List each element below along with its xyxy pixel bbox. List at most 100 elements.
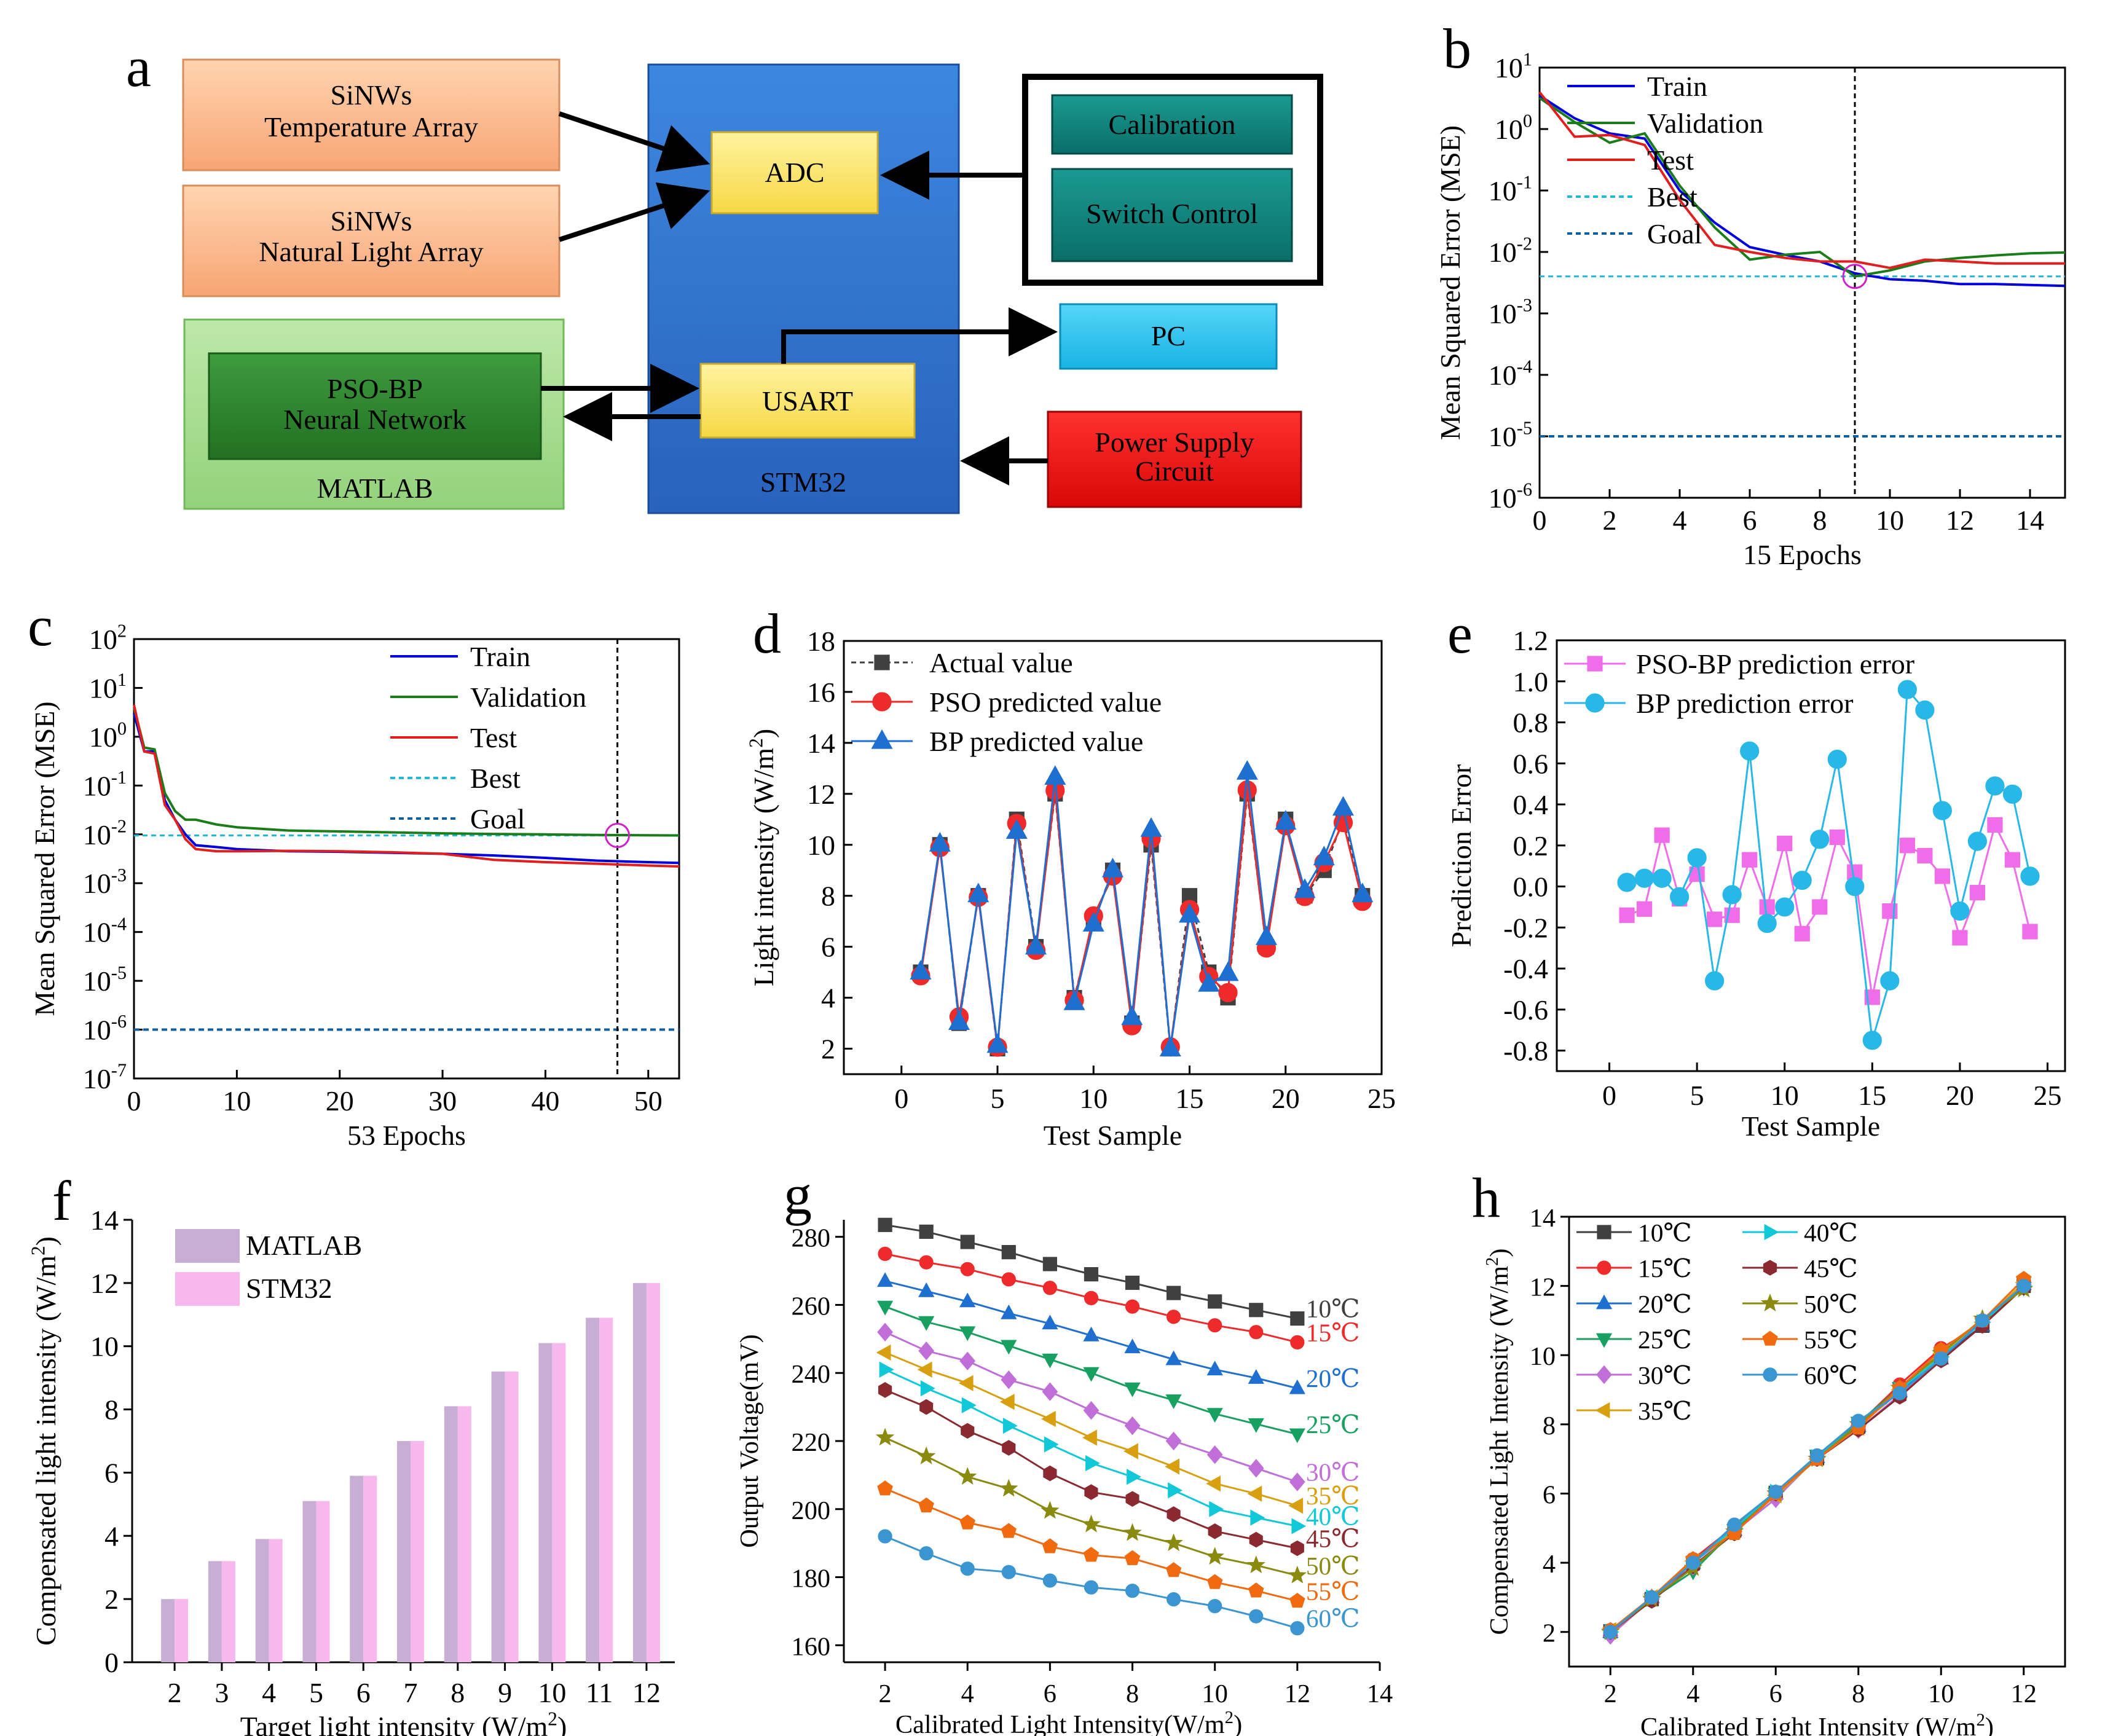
sinws-natural-light-array-block <box>182 184 561 297</box>
calibration-switch-group <box>1022 74 1323 286</box>
data-point <box>1289 1379 1305 1394</box>
legend-marker <box>1595 1294 1613 1310</box>
x-tick-label: 25 <box>2033 1080 2061 1111</box>
y-tick-label: 10-1 <box>1489 172 1532 206</box>
x-tick-label: 10 <box>1876 505 1904 536</box>
data-point <box>1248 1582 1264 1598</box>
bar-stm32 <box>269 1539 283 1662</box>
x-tick-label: 5 <box>1690 1080 1704 1111</box>
bar-stm32 <box>316 1501 330 1662</box>
data-point <box>1289 1592 1305 1608</box>
data-point <box>1044 765 1066 785</box>
data-point <box>1248 1418 1264 1433</box>
data-point <box>1082 1429 1097 1446</box>
bar-stm32 <box>457 1406 471 1662</box>
data-point <box>2002 784 2023 804</box>
y-axis-label: Light intensity (W/m2) <box>746 729 779 986</box>
data-point <box>1275 810 1297 830</box>
panel-letter-e: e <box>1447 602 1473 665</box>
x-tick-label: 7 <box>404 1677 418 1708</box>
x-tick-label: 20 <box>326 1085 354 1117</box>
legend-label: BP predicted value <box>929 726 1143 757</box>
data-point <box>1002 1440 1016 1456</box>
panel-letter-a: a <box>126 36 151 98</box>
y-axis-label: Compensated light intensity (W/m2) <box>28 1236 61 1646</box>
bar-stm32 <box>175 1599 189 1662</box>
data-point <box>1125 1275 1140 1290</box>
data-point <box>1777 835 1793 852</box>
legend-label: 15℃ <box>1638 1254 1692 1282</box>
x-tick-label: 14 <box>1367 1679 1393 1708</box>
data-point <box>1167 1286 1181 1300</box>
data-point <box>1290 1335 1305 1349</box>
panel-letter-g: g <box>784 1163 812 1226</box>
y-tick-label: 10-3 <box>83 865 127 899</box>
data-point <box>1042 1538 1058 1553</box>
legend-label: Train <box>470 641 530 672</box>
y-tick-label: 100 <box>1495 111 1532 145</box>
data-point <box>1159 1037 1181 1057</box>
panel-letter-h: h <box>1472 1166 1500 1229</box>
data-point <box>1001 1245 1016 1260</box>
legend-marker <box>1595 1333 1613 1348</box>
adc-label: ADC <box>765 157 824 188</box>
y-tick-label: 14 <box>90 1204 119 1236</box>
y-tick-label: 6 <box>1543 1480 1556 1509</box>
legend-marker <box>871 729 893 749</box>
legend-label: 10℃ <box>1638 1219 1692 1247</box>
data-point <box>1083 1367 1100 1382</box>
data-point <box>1775 897 1795 917</box>
data-point <box>1167 1310 1181 1324</box>
data-point <box>1644 1590 1659 1604</box>
data-point <box>986 1033 1009 1053</box>
x-tick-label: 12 <box>2011 1679 2037 1708</box>
y-tick-label: 10 <box>1530 1342 1556 1371</box>
legend-marker <box>1585 693 1605 713</box>
x-tick-label: 40 <box>531 1085 559 1117</box>
data-point <box>1975 1313 1990 1328</box>
data-point <box>1812 899 1828 915</box>
data-point <box>1917 847 1933 864</box>
series-end-label: 20℃ <box>1306 1364 1360 1392</box>
legend-marker <box>1597 1225 1611 1239</box>
data-point <box>1083 1400 1100 1420</box>
sinws-light-line2: Natural Light Array <box>259 236 483 267</box>
data-point <box>999 1394 1015 1410</box>
data-point <box>1915 700 1935 720</box>
y-tick-label: 0.0 <box>1513 871 1549 903</box>
data-point <box>917 1446 936 1464</box>
chart-g: 2 4 6 8 10 12 14 160 180 200 220 240 260 280 Calibrate… <box>735 1217 1393 1736</box>
data-point <box>1124 1382 1141 1397</box>
data-point <box>1862 1031 1882 1050</box>
data-point <box>918 1316 935 1331</box>
y-tick-label: 2 <box>821 1034 835 1065</box>
series-end-label: 10℃ <box>1306 1295 1360 1323</box>
data-point <box>1290 1621 1305 1636</box>
data-point <box>1042 1382 1058 1401</box>
legend-marker <box>1763 1367 1777 1382</box>
y-tick-label: 10 <box>90 1331 119 1362</box>
x-tick-label: 14 <box>2016 505 2044 536</box>
panel-letter-f: f <box>52 1169 71 1232</box>
data-point <box>2020 866 2040 886</box>
data-point <box>1768 1485 1783 1499</box>
data-point <box>1654 827 1670 843</box>
y-tick-label: 240 <box>792 1360 830 1389</box>
data-point <box>1206 1408 1223 1423</box>
x-tick-label: 2 <box>1604 1679 1617 1708</box>
data-point <box>876 1300 894 1316</box>
legend-label: 40℃ <box>1804 1219 1858 1247</box>
series-validation <box>133 707 680 837</box>
y-tick-label: 0.8 <box>1513 707 1549 739</box>
bar-matlab <box>538 1343 553 1662</box>
data-point <box>959 1351 976 1371</box>
data-point <box>1198 972 1220 992</box>
y-tick-label: 16 <box>807 677 835 708</box>
data-point <box>1250 1509 1265 1526</box>
plot-frame <box>1568 1216 2066 1668</box>
data-point <box>1043 1465 1057 1482</box>
data-point <box>1002 1417 1018 1434</box>
chart-d: 0 5 10 15 20 25 2 4 6 8 10 12 14 16 18 Test Sample Light… <box>746 626 1396 1151</box>
y-tick-label: 12 <box>1530 1273 1556 1302</box>
legend-marker <box>1597 1260 1611 1275</box>
